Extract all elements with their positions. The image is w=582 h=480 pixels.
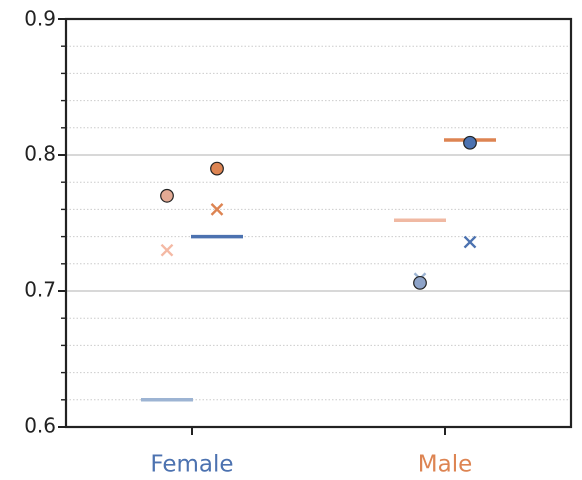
y-tick-label: 0.8 [24, 142, 56, 166]
y-tick-label: 0.7 [24, 278, 56, 302]
axes: 0.6 0.7 0.8 0.9 Female Male [24, 7, 573, 478]
axes-frame [64, 17, 573, 429]
grid [66, 45, 571, 401]
plot-marks [141, 135, 496, 402]
x-category-label-female: Female [150, 452, 233, 478]
circle-point [210, 161, 224, 176]
circle-point [160, 188, 174, 203]
y-tick-label: 0.9 [24, 7, 56, 31]
circle-point [463, 135, 477, 150]
x-point [160, 243, 174, 257]
circle-point [413, 275, 427, 290]
x-point [463, 235, 477, 249]
x-category-label-male: Male [418, 452, 472, 478]
y-tick-label: 0.6 [24, 414, 56, 438]
x-point [210, 203, 224, 216]
